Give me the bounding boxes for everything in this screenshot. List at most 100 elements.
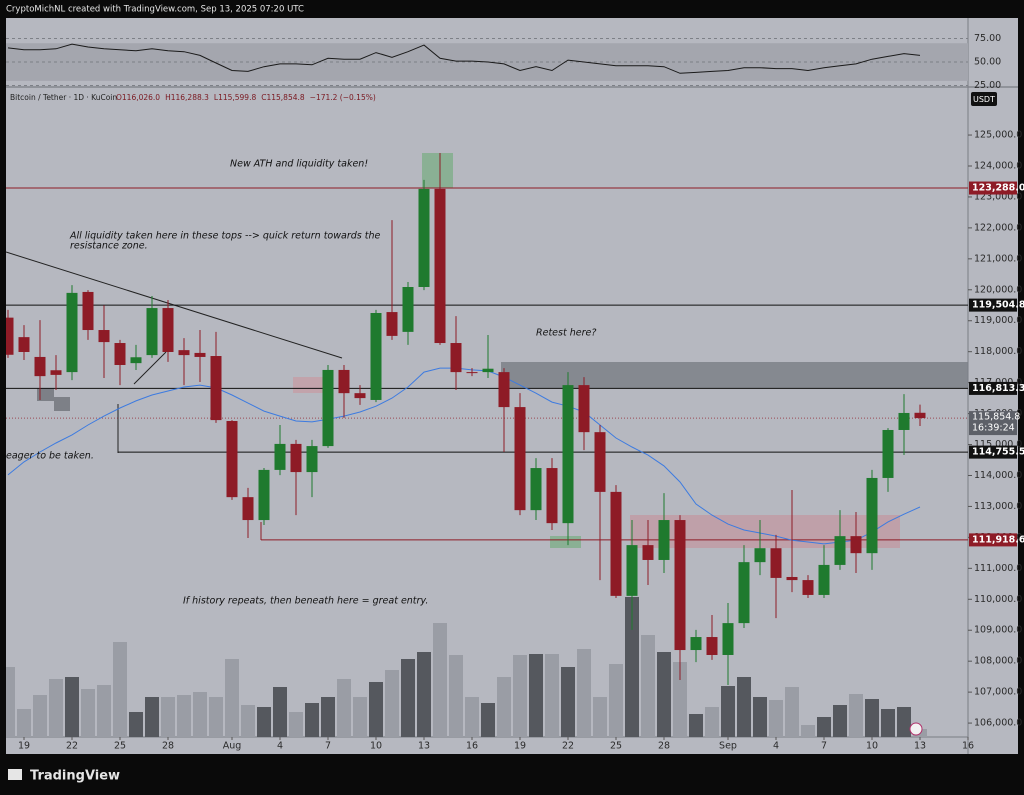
candle-body (162, 308, 174, 352)
volume-bar (193, 692, 207, 737)
ohlc-value: H116,288.3 (165, 93, 209, 102)
candle-body (194, 352, 206, 357)
candle-body (258, 469, 270, 521)
candle-body (850, 536, 862, 554)
candle-body (450, 343, 462, 373)
candle-body (370, 312, 382, 400)
candle-body (274, 443, 286, 470)
rsi-pane (6, 38, 968, 86)
candle-body (34, 356, 46, 377)
candle-body (306, 446, 318, 473)
volume-bar (785, 687, 799, 737)
volume-bar (129, 712, 143, 737)
candle-body (562, 385, 574, 524)
volume-bar (353, 697, 367, 737)
annotation: eager to be taken. (6, 451, 94, 462)
volume-bar (385, 670, 399, 737)
candle-body (626, 545, 638, 596)
candle-body (418, 188, 430, 288)
ohlc-value: O116,026.0 (116, 93, 160, 102)
x-tick-label: 13 (914, 741, 926, 752)
volume-bar (513, 655, 527, 737)
ohlc-value: C115,854.8 (261, 93, 305, 102)
volume-bar (673, 662, 687, 737)
trend-line (133, 351, 167, 385)
volume-bar (705, 707, 719, 737)
volume-bar (897, 707, 911, 737)
volume-bar (593, 697, 607, 737)
candle-body (322, 369, 334, 447)
candle-body (738, 562, 750, 624)
candle-body (674, 520, 686, 651)
candle-body (130, 357, 142, 364)
y-tick-label: 122,000.0 (974, 222, 1022, 233)
candle-body (722, 623, 734, 655)
x-tick-label: 7 (821, 741, 827, 752)
volume-bar (561, 667, 575, 737)
candle-body (498, 372, 510, 408)
last-price-bg (969, 411, 1017, 436)
x-tick-label: 19 (514, 741, 526, 752)
x-tick-label: 10 (866, 741, 878, 752)
y-tick-label: 106,000.0 (974, 718, 1022, 729)
y-tick-label: 109,000.0 (974, 625, 1022, 636)
level-label: 116,813.3 (972, 383, 1024, 394)
x-tick-label: 4 (277, 741, 283, 752)
ohlc-value: L115,599.8 (214, 93, 257, 102)
x-tick-label: 10 (370, 741, 382, 752)
x-tick-label: 22 (562, 741, 574, 752)
y-tick-label: 124,000.0 (974, 160, 1022, 171)
x-tick-label: 22 (66, 741, 78, 752)
volume-bar (577, 649, 591, 737)
last-price-label: 115,854.8 (972, 412, 1020, 423)
candle-body (642, 545, 654, 560)
volume-bar (545, 654, 559, 737)
candle-body (114, 343, 126, 365)
y-tick-label: 108,000.0 (974, 656, 1022, 667)
volume-bar (817, 717, 831, 737)
y-tick-label: 119,000.0 (974, 315, 1022, 326)
annotation: resistance zone. (70, 241, 148, 252)
level-label: 111,918.6 (972, 534, 1024, 545)
y-tick-label: 107,000.0 (974, 687, 1022, 698)
candle-body (882, 429, 894, 478)
x-tick-label: 28 (162, 741, 174, 752)
volume-bar (33, 695, 47, 737)
y-tick-label: 123,000.0 (974, 191, 1022, 202)
volume-bar (449, 655, 463, 737)
y-tick-label: 121,000.0 (974, 253, 1022, 264)
level-label-bg (969, 445, 1017, 459)
candle-body (898, 412, 910, 430)
x-tick-label: Aug (223, 741, 242, 752)
rsi-line (7, 43, 921, 74)
x-tick-label: 19 (18, 741, 30, 752)
candle-body (514, 407, 526, 511)
volume-bar (6, 667, 15, 737)
volume-bar (273, 687, 287, 737)
rsi-tick-label: 25.00 (974, 80, 1001, 91)
volume-bar (113, 642, 127, 737)
grey-box (37, 388, 54, 401)
volume-bar (737, 677, 751, 737)
volume-bar (721, 686, 735, 737)
volume-bar (401, 659, 415, 737)
level-label-bg (969, 533, 1017, 547)
volume-bar (529, 654, 543, 737)
green-box (550, 536, 581, 548)
currency-badge (971, 92, 997, 106)
y-tick-label: 113,000.0 (974, 501, 1022, 512)
brand-logo (8, 769, 22, 780)
volume-bar (289, 712, 303, 737)
volume-bar (465, 697, 479, 737)
volume-bar (849, 694, 863, 737)
ohlc-value: −171.2 (−0.15%) (310, 93, 376, 102)
volume-bar (209, 697, 223, 737)
volume-bar (305, 703, 319, 737)
x-tick-label: 7 (325, 741, 331, 752)
candle-body (50, 370, 62, 375)
countdown: 16:39:24 (972, 423, 1015, 434)
volume-bar (481, 703, 495, 737)
volume-bar (17, 709, 31, 737)
volume-bar (81, 689, 95, 737)
